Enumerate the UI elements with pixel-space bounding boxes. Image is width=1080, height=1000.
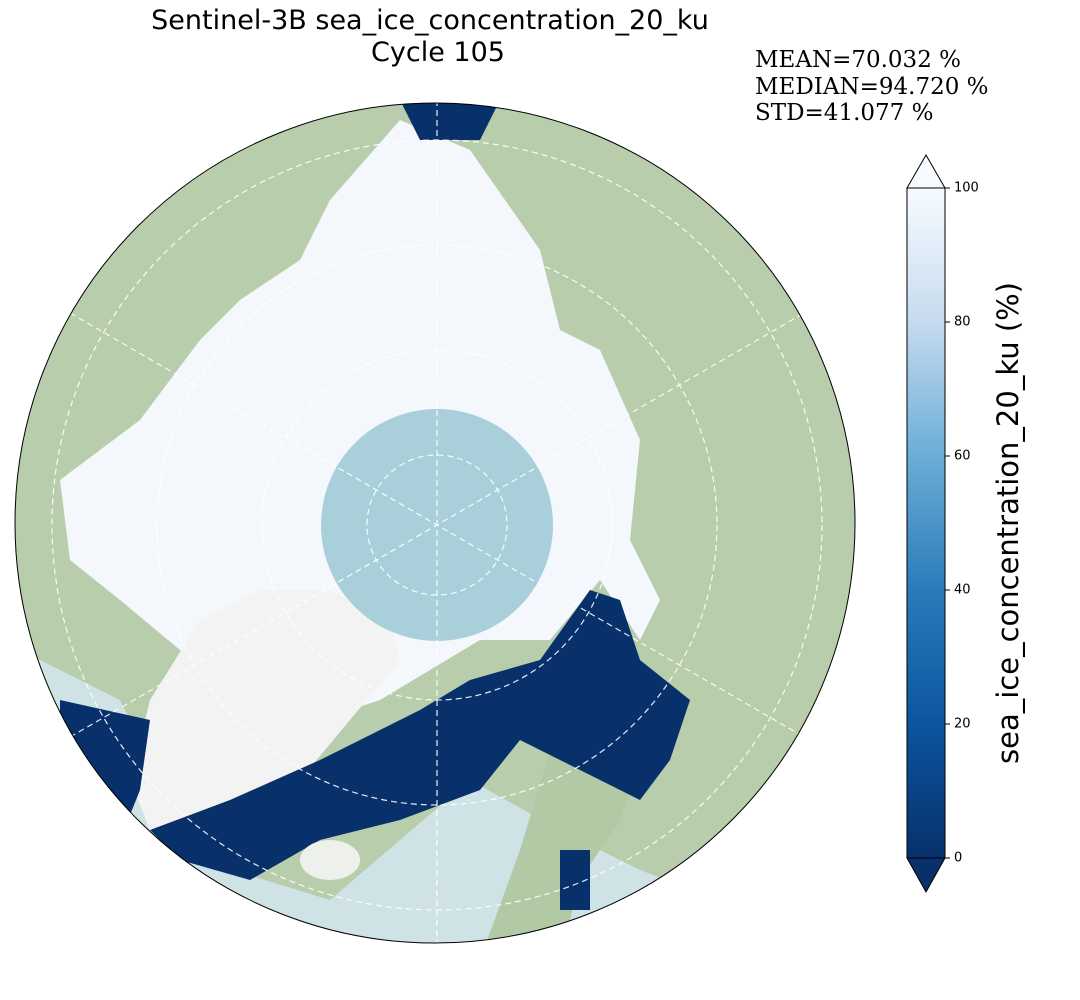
colorbar-tick-label: 100 (954, 181, 979, 196)
subtitle: Cycle 105 (371, 37, 505, 68)
stat-mean: MEAN=70.032 % (755, 47, 961, 73)
colorbar-tick-label: 0 (954, 851, 962, 866)
colorbar-tick-label: 60 (954, 449, 971, 464)
colorbar-label: sea_ice_concentration_20_ku (%) (991, 282, 1025, 764)
stat-median: MEDIAN=94.720 % (755, 74, 989, 100)
colorbar-frame (906, 187, 946, 859)
stat-std: STD=41.077 % (755, 100, 933, 126)
colorbar (906, 153, 946, 894)
colorbar-tick-label: 40 (954, 583, 971, 598)
map (15, 103, 855, 943)
title: Sentinel-3B sea_ice_concentration_20_ku (151, 5, 709, 36)
colorbar-tick-label: 20 (954, 717, 971, 732)
map-border (14, 102, 856, 944)
colorbar-extend-max (906, 153, 946, 189)
colorbar-tick-label: 80 (954, 315, 971, 330)
colorbar-gradient (907, 188, 945, 858)
colorbar-extend-min (906, 857, 946, 894)
